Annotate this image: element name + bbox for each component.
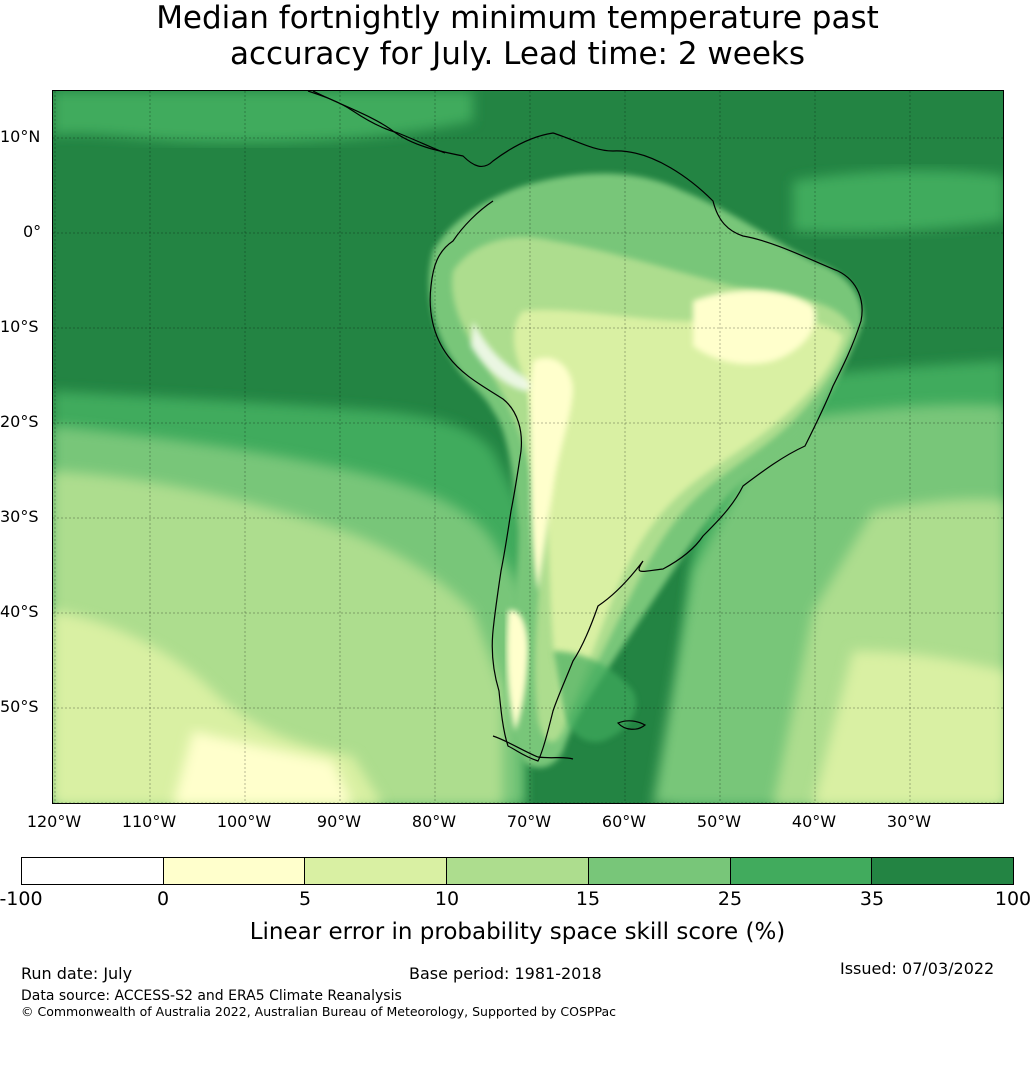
issued-date: Issued: 07/03/2022 [840,959,995,978]
lat-label-40s: 40°S [0,602,39,621]
colorbar-segment-2 [163,858,306,884]
colorbar-tick-2: 0 [156,888,170,910]
colorbar-tick-1: -100 [0,888,43,910]
lon-label-90w: 90°W [316,812,362,831]
lat-label-0: 0° [23,222,42,241]
colorbar-segment-3 [305,858,448,884]
run-date: Run date: July [21,964,133,983]
colorbar-segment-1 [22,858,164,884]
south-pacific-band-5 [173,731,353,803]
lon-label-30w: 30°W [886,812,932,831]
colorbar-tick-5: 15 [575,888,601,910]
map-title: Median fortnightly minimum temperature p… [0,0,1035,72]
base-period: Base period: 1981-2018 [409,964,602,983]
lon-label-60w: 60°W [601,812,647,831]
lon-label-50w: 50°W [696,812,742,831]
skill-score-map [52,90,1004,804]
continent-interior-5 [693,290,816,365]
lat-label-30s: 30°S [0,507,39,526]
lon-label-70w: 70°W [506,812,552,831]
tierra-del-fuego [492,735,574,760]
caribbean-patch [53,91,473,143]
colorbar-tick-3: 5 [298,888,312,910]
lat-label-20s: 20°S [0,412,39,431]
title-line-2: accuracy for July. Lead time: 2 weeks [229,36,806,72]
falklands [616,720,647,730]
lon-label-120w: 120°W [26,812,82,831]
lat-label-10s: 10°S [0,317,39,336]
south-atlantic-band-10 [813,651,1003,803]
colorbar-segment-6 [730,858,873,884]
continent-interior-10 [513,309,843,721]
data-source: Data source: ACCESS-S2 and ERA5 Climate … [21,988,402,1004]
andes-stripe [471,321,531,391]
copyright: © Commonwealth of Australia 2022, Austra… [21,1004,616,1019]
colorbar-tick-4: 10 [434,888,460,910]
colorbar-tick-8: 100 [994,888,1032,910]
lon-label-100w: 100°W [216,812,272,831]
colorbar-segment-7 [872,858,1014,884]
colorbar-label: Linear error in probability space skill … [249,919,786,945]
lat-label-50s: 50°S [0,697,39,716]
north-atlantic-patch [793,170,1003,233]
lon-label-80w: 80°W [411,812,457,831]
colorbar-segment-4 [447,858,589,884]
colorbar-segment-5 [588,858,731,884]
continent-interior-5b [530,357,573,591]
colorbar [21,857,1014,885]
colorbar-tick-7: 35 [859,888,885,910]
graticule [53,91,1003,803]
patagonia-band [553,651,637,742]
coastline-central-america [307,91,446,154]
lon-label-110w: 110°W [121,812,177,831]
colorbar-tick-6: 25 [717,888,743,910]
title-line-1: Median fortnightly minimum temperature p… [156,0,879,36]
continent-interior-5c [506,610,528,731]
lat-label-10n: 10°N [0,127,41,146]
lon-label-40w: 40°W [791,812,837,831]
map-canvas [53,91,1003,803]
coastline-south-america [312,91,863,762]
